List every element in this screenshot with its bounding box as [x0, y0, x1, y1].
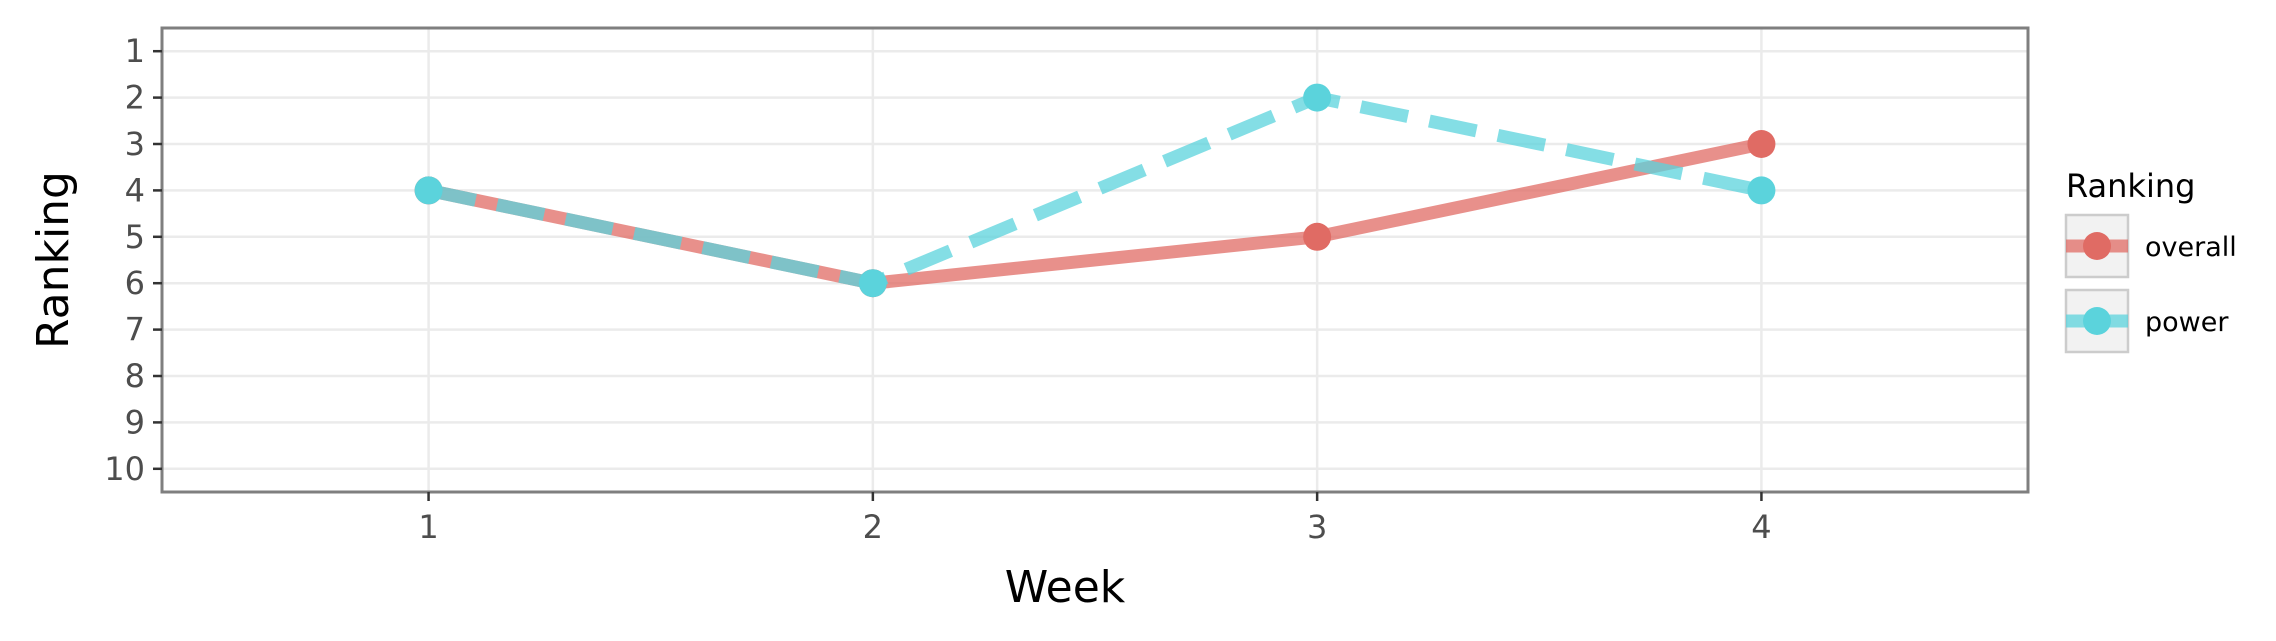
data-point-power — [1747, 176, 1776, 205]
x-tick-label: 4 — [1751, 508, 1771, 546]
legend-swatch-point-overall — [2083, 232, 2111, 260]
y-axis-ticks: 1 2 3 4 5 6 7 8 9 10 — [104, 32, 162, 488]
legend-swatch-point-power — [2083, 307, 2111, 335]
y-tick-label: 1 — [125, 32, 145, 70]
y-tick-label: 3 — [125, 125, 145, 163]
series-power — [414, 83, 1776, 298]
legend-label-power: power — [2145, 307, 2229, 338]
legend-item-overall: overall — [2064, 213, 2237, 279]
x-axis-title: Week — [1005, 562, 1126, 613]
y-tick-label: 4 — [125, 171, 145, 209]
y-tick-label: 8 — [125, 357, 145, 395]
y-tick-label: 6 — [125, 264, 145, 302]
y-axis-title: Ranking — [28, 171, 79, 349]
legend-items: overall power — [2064, 213, 2237, 354]
y-tick-label: 5 — [125, 218, 145, 256]
y-tick-label: 7 — [125, 311, 145, 349]
series-layer — [414, 83, 1776, 298]
x-axis-ticks: 1 2 3 4 — [418, 492, 1772, 546]
legend-title: Ranking — [2066, 167, 2195, 205]
legend: Ranking overall power — [2064, 167, 2237, 354]
legend-label-overall: overall — [2145, 232, 2237, 263]
data-point-power — [858, 269, 887, 298]
series-line-power — [427, 91, 1763, 290]
grid-lines — [162, 28, 2028, 492]
data-point-overall — [1303, 222, 1332, 251]
data-point-overall — [1747, 130, 1776, 158]
y-tick-label: 10 — [104, 450, 145, 488]
y-tick-label: 2 — [125, 79, 145, 117]
x-tick-label: 1 — [418, 508, 438, 546]
data-point-power — [414, 176, 443, 205]
x-tick-label: 2 — [863, 508, 883, 546]
data-point-power — [1303, 83, 1332, 112]
plot-border — [160, 26, 2030, 494]
y-tick-label: 9 — [125, 403, 145, 441]
legend-item-power: power — [2064, 288, 2229, 354]
x-tick-label: 3 — [1307, 508, 1327, 546]
